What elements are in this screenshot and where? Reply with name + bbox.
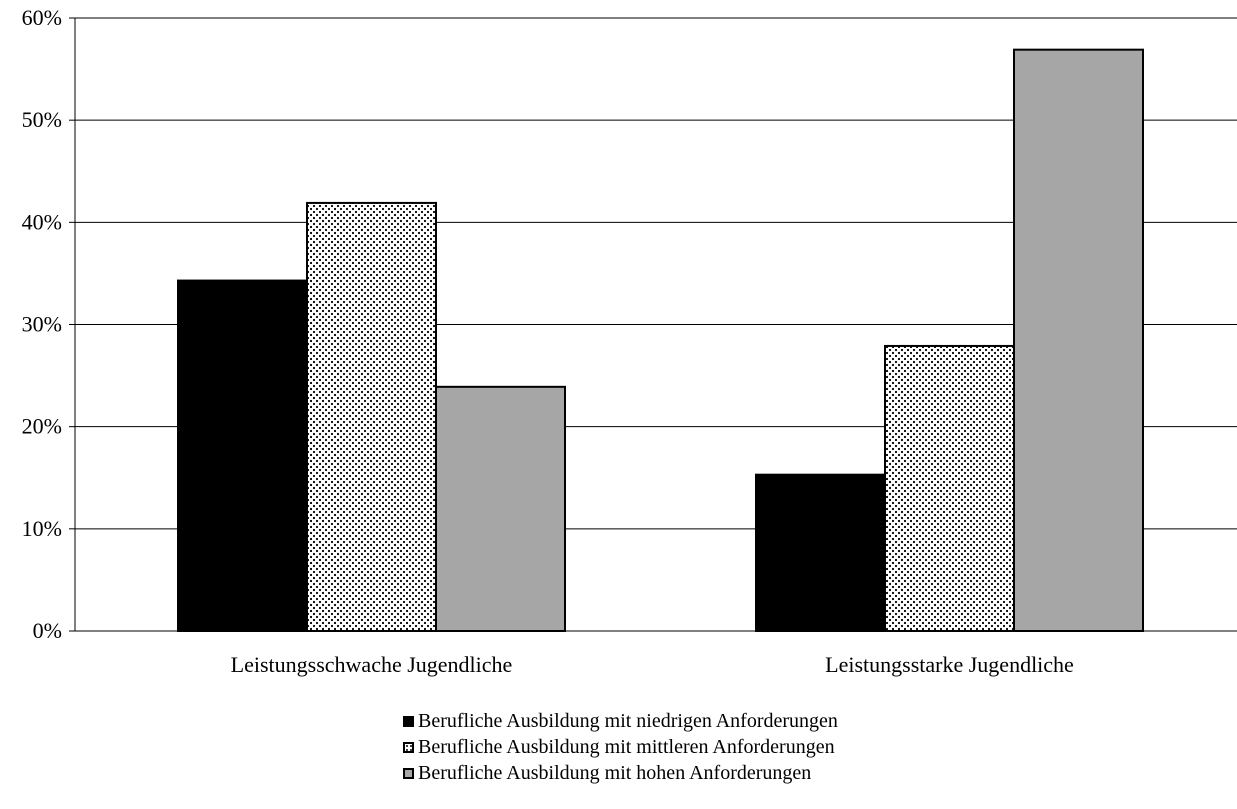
bar-1-0 xyxy=(755,473,886,632)
legend: Berufliche Ausbildung mit niedrigen Anfo… xyxy=(403,708,838,786)
y-axis-ticks: 0% 10% 20% 30% 40% 50% 60% xyxy=(22,5,76,643)
bar-1-1 xyxy=(884,344,1015,632)
y-tick-label: 60% xyxy=(22,5,62,30)
y-tick-label: 20% xyxy=(22,414,62,439)
y-tick-label: 50% xyxy=(22,107,62,132)
y-tick-label: 40% xyxy=(22,209,62,234)
x-axis-labels: Leistungsschwache Jugendliche Leistungsst… xyxy=(231,652,1074,677)
legend-swatch xyxy=(403,767,414,779)
y-tick-label: 30% xyxy=(22,312,62,337)
legend-item: Berufliche Ausbildung mit hohen Anforder… xyxy=(403,760,838,786)
bars xyxy=(177,48,1144,632)
legend-swatch xyxy=(403,715,414,727)
y-tick-label: 0% xyxy=(33,618,62,643)
x-category-label: Leistungsschwache Jugendliche xyxy=(231,652,513,677)
x-category-label: Leistungsstarke Jugendliche xyxy=(825,652,1074,677)
bar-0-0 xyxy=(177,279,308,632)
y-tick-label: 10% xyxy=(22,516,62,541)
legend-label: Berufliche Ausbildung mit hohen Anforder… xyxy=(418,761,812,784)
legend-item: Berufliche Ausbildung mit mittleren Anfo… xyxy=(403,734,838,760)
legend-swatch xyxy=(403,741,414,753)
legend-label: Berufliche Ausbildung mit niedrigen Anfo… xyxy=(418,709,838,732)
bar-0-1 xyxy=(306,201,437,632)
legend-item: Berufliche Ausbildung mit niedrigen Anfo… xyxy=(403,708,838,734)
bar-chart: 0% 10% 20% 30% 40% 50% 60% Leistungsschwache J… xyxy=(22,5,1237,677)
bar-0-2 xyxy=(435,385,566,632)
bar-1-2 xyxy=(1013,48,1144,632)
legend-label: Berufliche Ausbildung mit mittleren Anfo… xyxy=(418,735,835,758)
